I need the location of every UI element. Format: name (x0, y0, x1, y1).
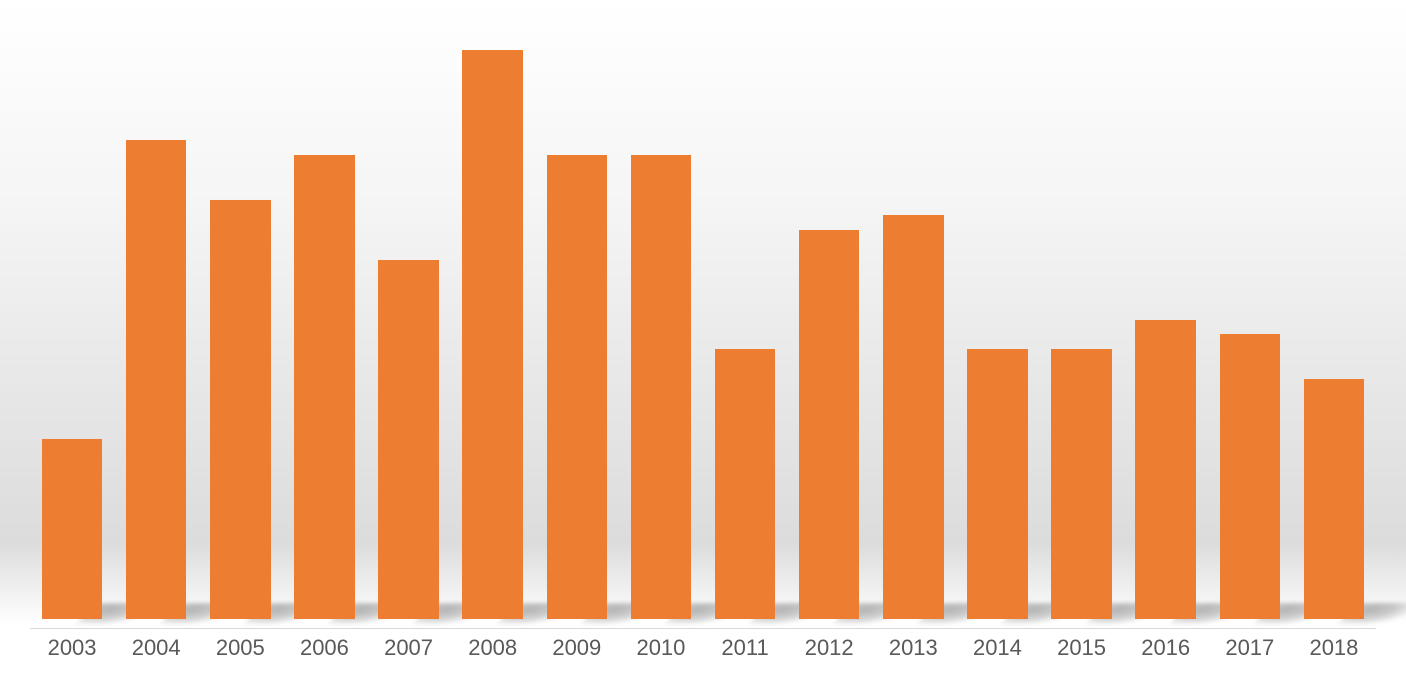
x-axis-label: 2003 (30, 629, 114, 669)
bar-slot: 31 (619, 20, 703, 619)
x-axis-label: 2018 (1292, 629, 1376, 669)
bar: 38 (462, 50, 523, 619)
bar-fill (294, 155, 355, 619)
x-axis-label: 2005 (198, 629, 282, 669)
bar-fill (210, 200, 271, 619)
bar-slot: 12 (30, 20, 114, 619)
bar-slot: 26 (787, 20, 871, 619)
bar-slot: 27 (871, 20, 955, 619)
plot-area: 12322831243831311826271818201916 (30, 20, 1376, 619)
bar: 31 (631, 155, 692, 619)
bar-fill (547, 155, 608, 619)
bar-fill (799, 230, 860, 619)
bar-fill (378, 260, 439, 619)
x-axis-label: 2010 (619, 629, 703, 669)
bar-slot: 18 (1040, 20, 1124, 619)
x-axis-label: 2016 (1124, 629, 1208, 669)
bar: 26 (799, 230, 860, 619)
x-axis-label: 2012 (787, 629, 871, 669)
bar-slot: 28 (198, 20, 282, 619)
x-axis-label: 2006 (282, 629, 366, 669)
bar-slot: 18 (703, 20, 787, 619)
x-axis-label: 2017 (1208, 629, 1292, 669)
bar: 31 (294, 155, 355, 619)
x-axis-label: 2004 (114, 629, 198, 669)
bar: 19 (1220, 334, 1281, 619)
bar: 18 (1051, 349, 1112, 619)
bar-slot: 31 (282, 20, 366, 619)
bar: 18 (715, 349, 776, 619)
bar-fill (462, 50, 523, 619)
bar-fill (1220, 334, 1281, 619)
bar-slot: 32 (114, 20, 198, 619)
bar-fill (883, 215, 944, 619)
x-axis-label: 2013 (871, 629, 955, 669)
bar-chart: 12322831243831311826271818201916 2003200… (0, 0, 1406, 679)
bar: 31 (547, 155, 608, 619)
x-axis-label: 2008 (451, 629, 535, 669)
bar: 28 (210, 200, 271, 619)
bar-fill (42, 439, 103, 619)
x-axis-label: 2011 (703, 629, 787, 669)
bar: 12 (42, 439, 103, 619)
bar-fill (1135, 320, 1196, 620)
x-axis-label: 2014 (955, 629, 1039, 669)
bar-fill (967, 349, 1028, 619)
bar-fill (1051, 349, 1112, 619)
bar-slot: 18 (955, 20, 1039, 619)
bar-slot: 38 (451, 20, 535, 619)
x-axis: 2003200420052006200720082009201020112012… (30, 628, 1376, 669)
bar: 20 (1135, 320, 1196, 620)
bar-slot: 19 (1208, 20, 1292, 619)
bar: 16 (1304, 379, 1365, 619)
bar-slot: 24 (367, 20, 451, 619)
x-axis-label: 2007 (367, 629, 451, 669)
bar-fill (715, 349, 776, 619)
bar-fill (1304, 379, 1365, 619)
x-axis-label: 2009 (535, 629, 619, 669)
bar-slot: 20 (1124, 20, 1208, 619)
x-axis-label: 2015 (1040, 629, 1124, 669)
bar-fill (126, 140, 187, 619)
bar-slot: 16 (1292, 20, 1376, 619)
bar-slot: 31 (535, 20, 619, 619)
bar: 18 (967, 349, 1028, 619)
bar: 32 (126, 140, 187, 619)
bar-fill (631, 155, 692, 619)
bar: 24 (378, 260, 439, 619)
bar: 27 (883, 215, 944, 619)
